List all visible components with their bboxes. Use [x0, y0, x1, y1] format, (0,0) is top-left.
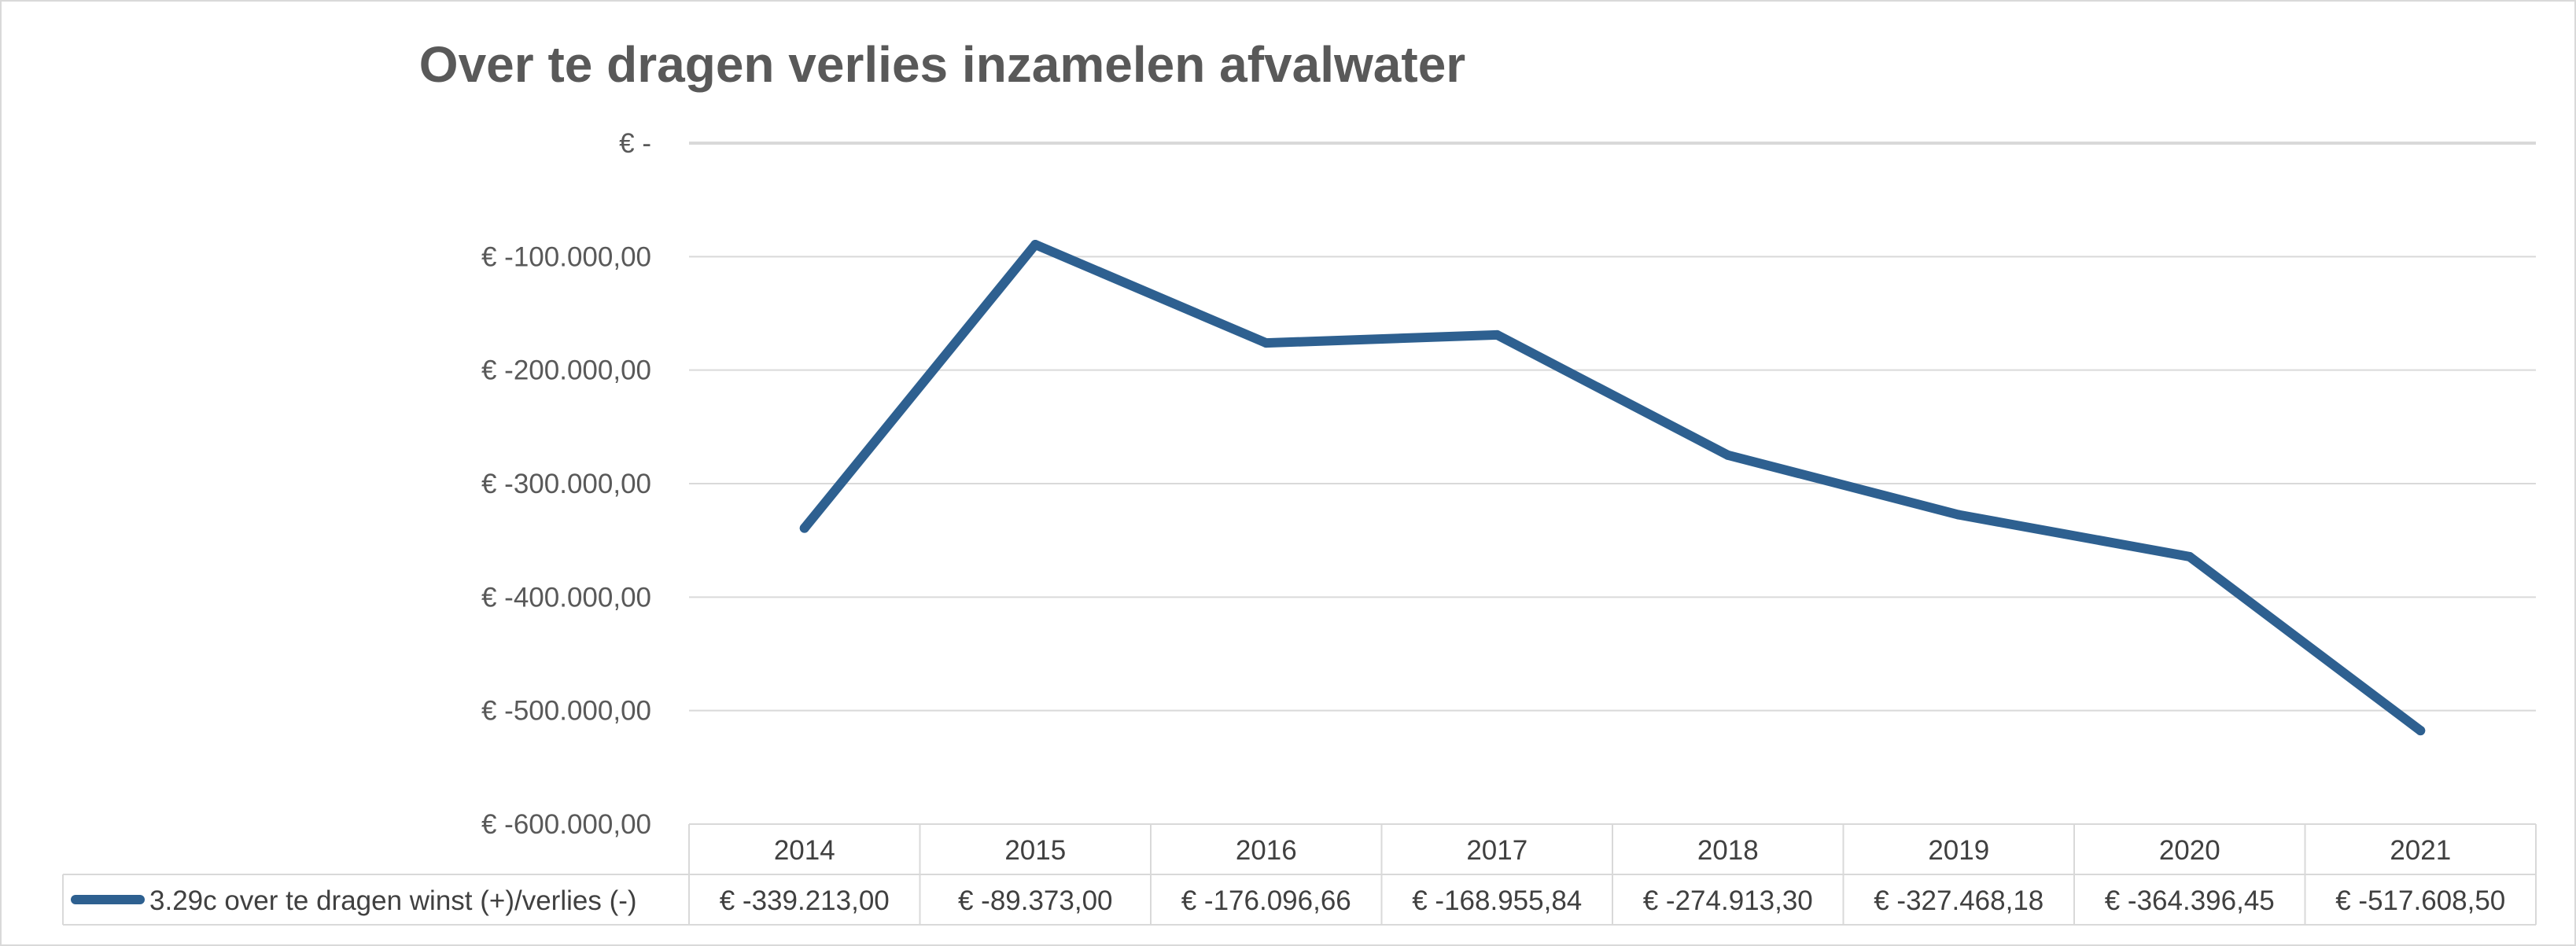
- data-table: 2014 2015 2016 2017 2018 2019 2020 2021 € -339.2…: [62, 823, 2537, 926]
- data-label: € -517.608,50: [2335, 885, 2505, 916]
- x-tick-label: 2020: [2159, 835, 2220, 866]
- data-label: € -89.373,00: [958, 885, 1113, 916]
- data-point: [1954, 510, 1964, 520]
- data-point: [1492, 329, 1502, 340]
- data-label: € -168.955,84: [1412, 885, 1582, 916]
- data-point: [1723, 450, 1733, 460]
- data-point: [799, 523, 809, 533]
- y-tick-label: € -100.000,00: [481, 241, 651, 272]
- data-label: € -364.396,45: [2105, 885, 2275, 916]
- data-point: [2184, 551, 2195, 561]
- series-line: [799, 239, 2426, 736]
- data-label: € -274.913,30: [1643, 885, 1813, 916]
- x-tick-label: 2015: [1004, 835, 1066, 866]
- x-tick-label: 2014: [774, 835, 835, 866]
- y-axis: € - € -100.000,00 € -200.000,00 € -300.000,…: [481, 128, 651, 840]
- y-tick-label: € -400.000,00: [481, 582, 651, 613]
- y-tick-label: € -300.000,00: [481, 469, 651, 499]
- x-tick-label: 2021: [2390, 835, 2451, 866]
- legend-label: 3.29c over te dragen winst (+)/verlies (…: [149, 885, 637, 916]
- series-layer: [799, 239, 2426, 736]
- data-point: [1261, 338, 1271, 348]
- x-tick-label: 2019: [1928, 835, 1989, 866]
- data-label: € -176.096,66: [1181, 885, 1351, 916]
- data-point: [1030, 239, 1041, 249]
- gridlines: [689, 142, 2536, 712]
- data-label: € -339.213,00: [720, 885, 890, 916]
- y-tick-label: € -500.000,00: [481, 696, 651, 727]
- y-tick-label: € -200.000,00: [481, 355, 651, 386]
- y-tick-label: € -600.000,00: [481, 809, 651, 840]
- x-tick-label: 2017: [1466, 835, 1528, 866]
- data-label: € -327.468,18: [1874, 885, 2043, 916]
- x-tick-label: 2018: [1697, 835, 1759, 866]
- chart-title: Over te dragen verlies inzamelen afvalwa…: [419, 36, 1465, 93]
- y-tick-label: € -: [619, 128, 651, 159]
- data-point: [2416, 726, 2426, 736]
- x-tick-label: 2016: [1236, 835, 1297, 866]
